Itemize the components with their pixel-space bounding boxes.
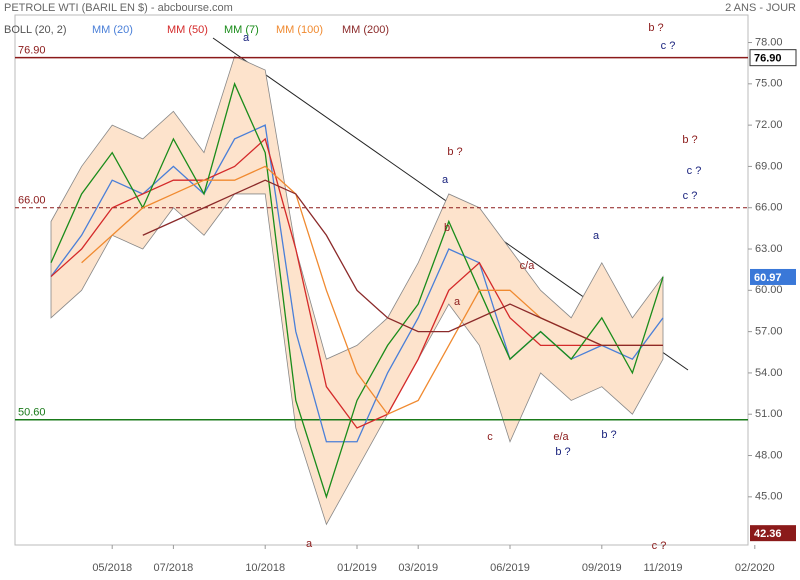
y-tick-label: 75.00 [755, 78, 783, 90]
y-tick-label: 63.00 [755, 243, 783, 255]
y-tick-label: 51.00 [755, 408, 783, 420]
ma-line [50, 137, 663, 429]
wave-annotation: b ? [447, 146, 462, 158]
price-badge-label: 60.97 [754, 272, 782, 284]
x-tick-label: 02/2020 [735, 562, 775, 574]
legend-entry: MM (200) [342, 24, 389, 36]
wave-annotation: a [442, 174, 449, 186]
y-tick-label: 72.00 [755, 119, 783, 131]
legend-entry: BOLL (20, 2) [4, 24, 67, 36]
wave-annotation: c [487, 431, 493, 443]
ma-line [142, 179, 663, 347]
wave-annotation: c ? [661, 40, 676, 52]
x-tick-label: 05/2018 [92, 562, 132, 574]
wave-annotation: b ? [682, 134, 697, 146]
x-tick-label: 06/2019 [490, 562, 530, 574]
y-tick-label: 69.00 [755, 160, 783, 172]
legend-entry: MM (50) [167, 24, 208, 36]
level-label: 76.90 [18, 45, 46, 57]
plot-area [14, 14, 749, 546]
wave-annotation: c/a [520, 260, 536, 272]
y-tick-label: 54.00 [755, 367, 783, 379]
x-tick-label: 03/2019 [398, 562, 438, 574]
wave-annotation: a [593, 230, 600, 242]
chart-title: PETROLE WTI (BARIL EN $) - abcbourse.com [4, 2, 233, 14]
y-tick-label: 45.00 [755, 491, 783, 503]
wave-annotation: a [243, 32, 250, 44]
price-badge-label: 76.90 [754, 53, 782, 65]
y-tick-label: 78.00 [755, 36, 783, 48]
wave-annotation: a [306, 538, 313, 550]
wave-annotation: b ? [648, 22, 663, 34]
wave-annotation: c ? [652, 540, 667, 552]
chart-subtitle: 2 ANS - JOUR [725, 2, 796, 14]
wave-annotation: c ? [683, 190, 698, 202]
x-tick-label: 10/2018 [245, 562, 285, 574]
x-tick-label: 07/2018 [154, 562, 194, 574]
legend-entry: MM (100) [276, 24, 323, 36]
ma-line [50, 81, 664, 499]
wave-annotation: a [454, 296, 461, 308]
legend-entry: MM (7) [224, 24, 259, 36]
price-badge-label: 42.36 [754, 528, 782, 540]
level-label: 50.60 [18, 407, 46, 419]
wave-annotation: e/a [553, 431, 569, 443]
y-tick-label: 60.00 [755, 284, 783, 296]
x-tick-label: 11/2019 [644, 562, 683, 574]
wave-annotation: b [444, 222, 450, 234]
y-tick-label: 66.00 [755, 202, 783, 214]
y-tick-label: 48.00 [755, 449, 783, 461]
x-tick-label: 01/2019 [337, 562, 377, 574]
price-badge [750, 525, 796, 542]
wave-annotation: b ? [601, 429, 616, 441]
price-badge [749, 49, 797, 67]
level-label: 66.00 [18, 195, 46, 207]
wave-annotation: c ? [687, 165, 702, 177]
price-badge [750, 268, 796, 285]
legend-entry: MM (20) [92, 24, 133, 36]
y-tick-label: 57.00 [755, 326, 783, 338]
wave-annotation: b ? [555, 446, 570, 458]
x-tick-label: 09/2019 [582, 562, 622, 574]
